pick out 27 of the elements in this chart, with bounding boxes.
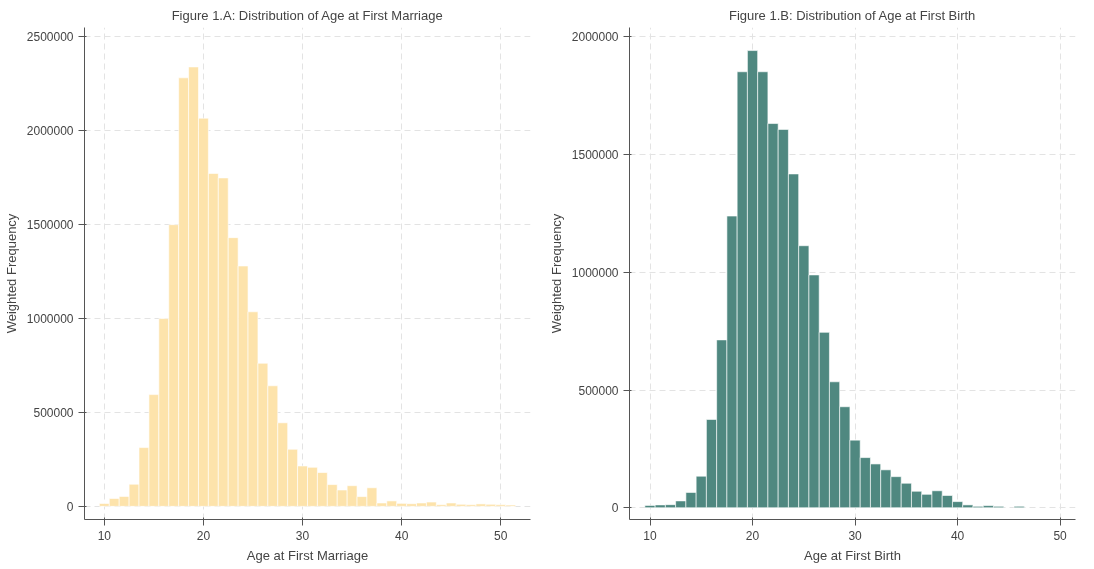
y-tick-label: 0 <box>611 501 619 516</box>
x-tick-label: 40 <box>394 528 409 543</box>
x-tick-label: 50 <box>494 528 508 543</box>
y-axis-title: Weighted Frequency <box>548 213 564 334</box>
y-tick-label: 2000000 <box>571 30 619 45</box>
x-tick-label: 20 <box>745 528 760 543</box>
y-tick-label: 2500000 <box>26 30 74 45</box>
y-tick-label: 500000 <box>578 383 619 398</box>
chart-title: Figure 1.B: Distribution of Age at First Birth <box>728 7 976 23</box>
x-tick-label: 10 <box>643 528 658 543</box>
y-tick-label: 1500000 <box>571 148 619 163</box>
x-tick-label: 40 <box>950 528 965 543</box>
x-axis-title: Age at First Marriage <box>246 547 369 563</box>
y-tick-label: 1000000 <box>26 312 74 327</box>
y-tick-label: 500000 <box>33 405 74 420</box>
x-tick-label: 30 <box>295 528 310 543</box>
y-tick-label: 1500000 <box>26 218 74 233</box>
y-tick-label: 1000000 <box>571 265 619 280</box>
x-tick-label: 30 <box>848 528 863 543</box>
x-axis-title: Age at First Birth <box>804 547 901 563</box>
x-tick-label: 10 <box>97 528 112 543</box>
x-tick-label: 50 <box>1053 528 1068 543</box>
x-tick-label: 20 <box>196 528 211 543</box>
chart-title: Figure 1.A: Distribution of Age at First Marriage <box>171 7 443 23</box>
y-tick-label: 0 <box>66 499 74 514</box>
y-axis-title: Weighted Frequency <box>3 213 19 334</box>
y-tick-label: 2000000 <box>26 124 74 139</box>
